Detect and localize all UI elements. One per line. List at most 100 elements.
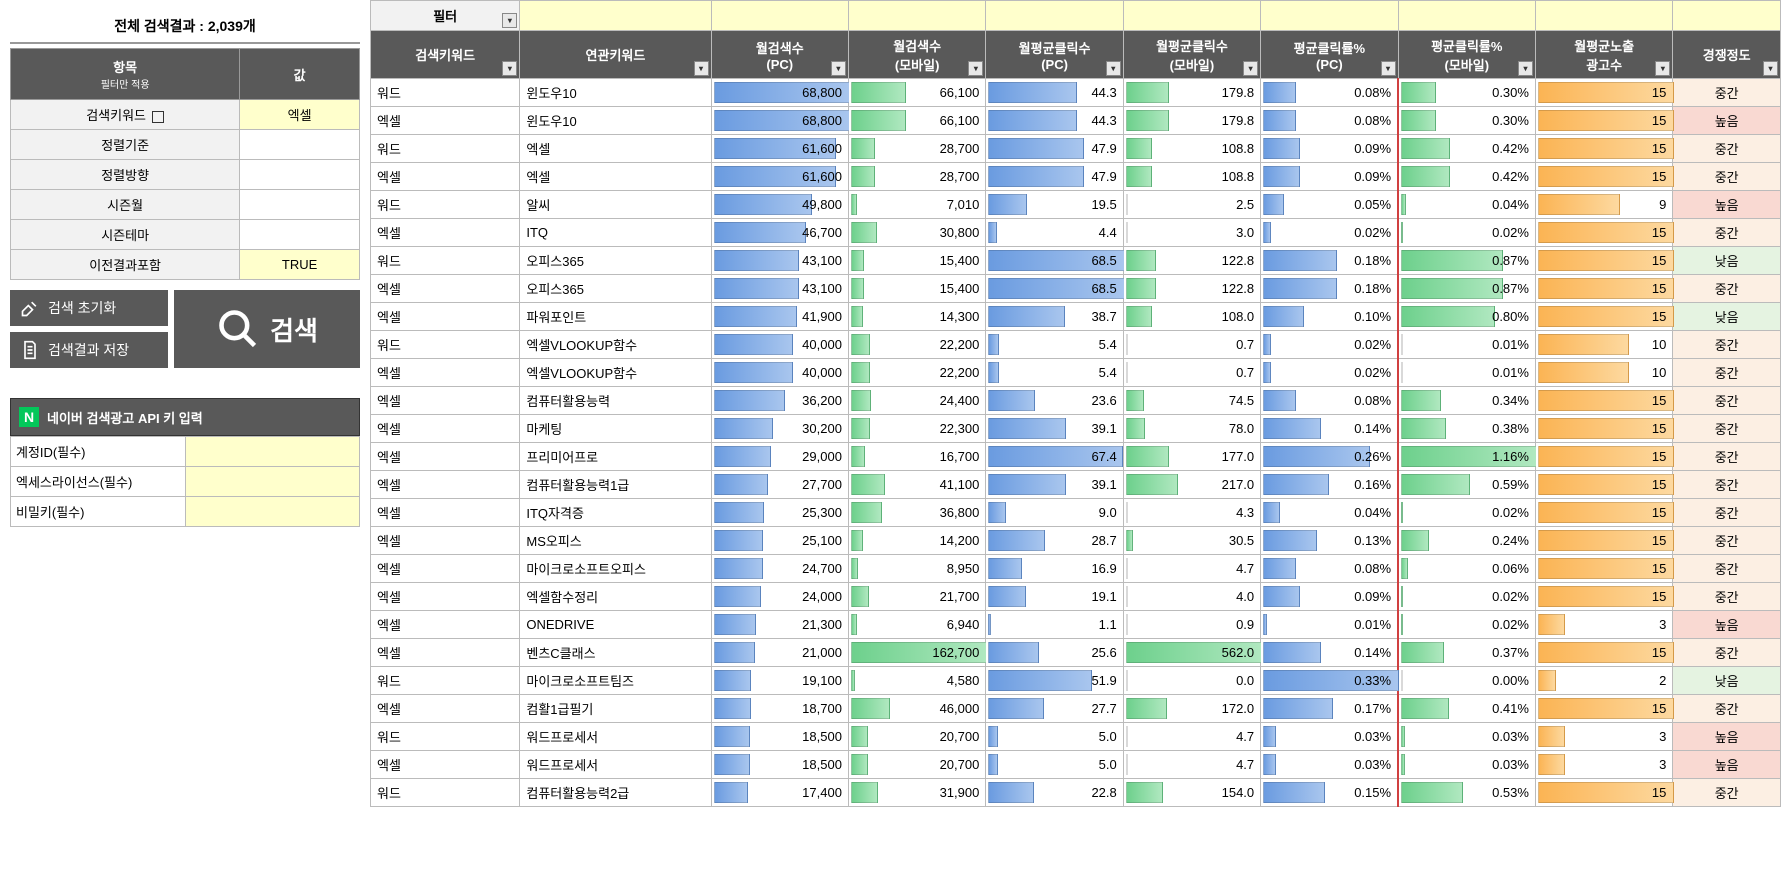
filter-dropdown-icon[interactable]: ▾ <box>1381 61 1396 76</box>
summary-title: 전체 검색결과 : 2,039개 <box>10 10 360 44</box>
table-row: 워드윈도우1068,80066,10044.3179.80.08%0.30%15… <box>371 79 1781 107</box>
filter-dropdown-icon[interactable]: ▾ <box>1243 61 1258 76</box>
data-cell: 23.6 <box>986 387 1123 415</box>
filter-row-value[interactable]: TRUE <box>240 250 360 280</box>
grid-column-header[interactable]: 경쟁정도▾ <box>1673 31 1781 79</box>
data-cell: 66,100 <box>848 107 985 135</box>
data-cell: 0.15% <box>1261 779 1398 807</box>
data-cell: 14,200 <box>848 527 985 555</box>
cell-keyword: 엑셀 <box>371 415 520 443</box>
data-cell: 0.14% <box>1261 415 1398 443</box>
filter-dropdown-icon[interactable]: ▾ <box>968 61 983 76</box>
grid-column-header[interactable]: 월평균클릭수(모바일)▾ <box>1123 31 1260 79</box>
eraser-icon <box>20 298 40 318</box>
data-cell: 0.30% <box>1398 79 1535 107</box>
filter-row-value[interactable] <box>240 190 360 220</box>
data-cell: 21,000 <box>711 639 848 667</box>
data-cell: 44.3 <box>986 107 1123 135</box>
cell-keyword: 엑셀 <box>371 611 520 639</box>
cell-competition: 중간 <box>1673 471 1781 499</box>
data-cell: 0.7 <box>1123 359 1260 387</box>
data-cell: 0.02% <box>1261 359 1398 387</box>
filter-row-value[interactable] <box>240 160 360 190</box>
data-cell: 15 <box>1535 303 1672 331</box>
data-cell: 68.5 <box>986 247 1123 275</box>
api-row-input[interactable] <box>185 437 360 467</box>
filter-dropdown-icon[interactable]: ▾ <box>1763 61 1778 76</box>
cell-competition: 중간 <box>1673 415 1781 443</box>
cell-competition: 중간 <box>1673 79 1781 107</box>
data-cell: 36,800 <box>848 499 985 527</box>
data-cell: 0.06% <box>1398 555 1535 583</box>
data-cell: 10 <box>1535 359 1672 387</box>
api-row-label: 계정ID(필수) <box>11 437 186 467</box>
cell-keyword: 엑셀 <box>371 499 520 527</box>
data-cell: 0.08% <box>1261 387 1398 415</box>
api-row-input[interactable] <box>185 497 360 527</box>
filter-row-value[interactable]: 엑셀 <box>240 100 360 130</box>
cell-competition: 중간 <box>1673 499 1781 527</box>
data-cell: 0.10% <box>1261 303 1398 331</box>
table-row: 엑셀ITQ자격증25,30036,8009.04.30.04%0.02%15중간 <box>371 499 1781 527</box>
cell-related: 파워포인트 <box>520 303 711 331</box>
filter-row-label: 정렬기준 <box>11 130 240 160</box>
cell-related: 오피스365 <box>520 275 711 303</box>
data-cell: 10 <box>1535 331 1672 359</box>
filter-dropdown-icon[interactable]: ▾ <box>831 61 846 76</box>
data-cell: 108.0 <box>1123 303 1260 331</box>
search-button[interactable]: 검색 <box>174 290 360 368</box>
grid-column-header[interactable]: 월검색수(PC)▾ <box>711 31 848 79</box>
filter-row-value[interactable] <box>240 130 360 160</box>
data-cell: 15 <box>1535 555 1672 583</box>
filter-row-label: 검색키워드 <box>11 100 240 130</box>
data-cell: 68,800 <box>711 79 848 107</box>
grid-column-header[interactable]: 월평균클릭수(PC)▾ <box>986 31 1123 79</box>
api-table: 계정ID(필수)엑세스라이선스(필수)비밀키(필수) <box>10 436 360 527</box>
data-cell: 0.05% <box>1261 191 1398 219</box>
grid-column-header[interactable]: 월평균노출광고수▾ <box>1535 31 1672 79</box>
data-cell: 19.5 <box>986 191 1123 219</box>
checkbox[interactable] <box>152 111 164 123</box>
data-cell: 0.09% <box>1261 163 1398 191</box>
cell-related: 벤츠C클래스 <box>520 639 711 667</box>
filter-dropdown-icon[interactable]: ▾ <box>1655 61 1670 76</box>
api-header-label: 네이버 검색광고 API 키 입력 <box>47 408 203 427</box>
data-cell: 43,100 <box>711 247 848 275</box>
data-cell: 562.0 <box>1123 639 1260 667</box>
save-button[interactable]: 검색결과 저장 <box>10 332 168 368</box>
cell-competition: 높음 <box>1673 107 1781 135</box>
filter-dropdown-icon[interactable]: ▾ <box>1106 61 1121 76</box>
data-cell: 15 <box>1535 695 1672 723</box>
table-row: 워드엑셀61,60028,70047.9108.80.09%0.42%15중간 <box>371 135 1781 163</box>
data-cell: 3 <box>1535 611 1672 639</box>
data-cell: 66,100 <box>848 79 985 107</box>
cell-keyword: 엑셀 <box>371 751 520 779</box>
filter-dropdown-icon[interactable]: ▾ <box>502 61 517 76</box>
table-row: 엑셀마이크로소프트오피스24,7008,95016.94.70.08%0.06%… <box>371 555 1781 583</box>
filter-dropdown-icon[interactable]: ▾ <box>694 61 709 76</box>
naver-badge-icon: N <box>19 407 39 427</box>
data-cell: 9 <box>1535 191 1672 219</box>
grid-column-header[interactable]: 월검색수(모바일)▾ <box>848 31 985 79</box>
grid-column-header[interactable]: 평균클릭률%(모바일)▾ <box>1398 31 1535 79</box>
cell-competition: 낮음 <box>1673 667 1781 695</box>
data-cell: 5.4 <box>986 359 1123 387</box>
api-row-input[interactable] <box>185 467 360 497</box>
filter-row-value[interactable] <box>240 220 360 250</box>
data-cell: 15 <box>1535 443 1672 471</box>
table-row: 엑셀마케팅30,20022,30039.178.00.14%0.38%15중간 <box>371 415 1781 443</box>
data-cell: 2.5 <box>1123 191 1260 219</box>
data-cell: 24,700 <box>711 555 848 583</box>
data-cell: 19,100 <box>711 667 848 695</box>
cell-related: 마케팅 <box>520 415 711 443</box>
data-cell: 19.1 <box>986 583 1123 611</box>
filter-dropdown-icon[interactable]: ▾ <box>502 13 517 28</box>
data-cell: 217.0 <box>1123 471 1260 499</box>
data-cell: 43,100 <box>711 275 848 303</box>
grid-column-header[interactable]: 연관키워드▾ <box>520 31 711 79</box>
grid-column-header[interactable]: 평균클릭률%(PC)▾ <box>1261 31 1398 79</box>
cell-keyword: 엑셀 <box>371 163 520 191</box>
reset-button[interactable]: 검색 초기화 <box>10 290 168 326</box>
grid-column-header[interactable]: 검색키워드▾ <box>371 31 520 79</box>
filter-dropdown-icon[interactable]: ▾ <box>1518 61 1533 76</box>
